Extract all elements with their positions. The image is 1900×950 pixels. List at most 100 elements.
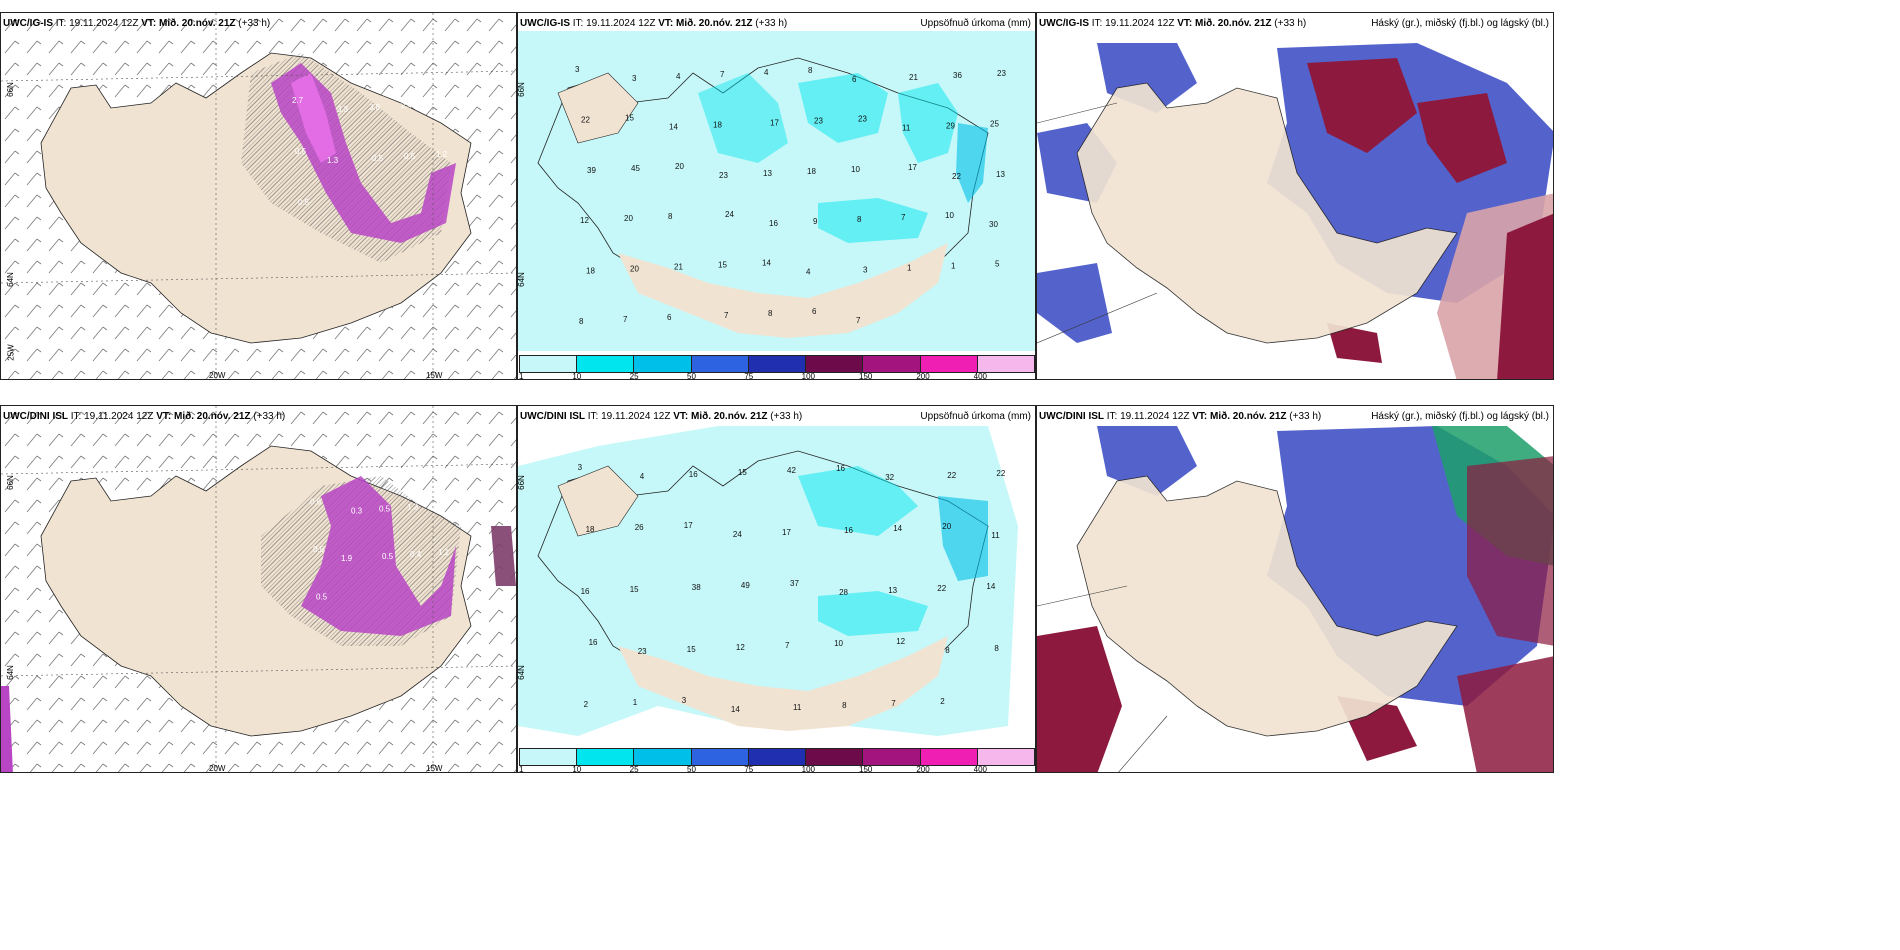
value-label: 2.7 (292, 96, 304, 105)
value-label: 17 (684, 521, 693, 530)
value-label: 22 (937, 584, 946, 593)
value-label: 16 (836, 464, 845, 473)
value-label: 3 (575, 65, 580, 74)
value-label: 8 (994, 644, 999, 653)
legend-tick-label: 50 (687, 765, 696, 773)
cloud-title: Háský (gr.), miðský (fj.bl.) og lágský (… (1371, 18, 1549, 29)
value-label: 0.5 (298, 198, 310, 207)
value-label: 13 (763, 169, 772, 178)
legend-tick-label: 1 (519, 765, 524, 773)
legend-tick-label: 25 (629, 372, 639, 380)
value-label: 17 (908, 163, 917, 172)
model-name: UWC/IG-IS (1039, 18, 1089, 29)
value-label: 13 (888, 586, 897, 595)
value-label: 7 (720, 70, 725, 79)
legend-swatch (920, 749, 978, 765)
vt-value: Mið. 20.nóv. 21Z (159, 18, 236, 29)
legend-tick-label: 400 (973, 372, 988, 380)
value-label: 8 (842, 701, 847, 710)
panel-header: UWC/DINI ISL IT: 19.11.2024 12Z VT: Mið.… (520, 411, 802, 422)
model-name: UWC/DINI ISL (1039, 411, 1104, 422)
value-label: 15 (738, 468, 747, 477)
model-name: UWC/IG-IS (520, 18, 570, 29)
value-label: 11 (991, 531, 1000, 540)
legend-tick-label: 400 (973, 765, 988, 773)
legend-tick-label: 50 (687, 372, 696, 380)
legend-tick-label: 1 (519, 372, 524, 380)
legend-swatch (520, 749, 578, 765)
value-label: 7 (785, 641, 790, 650)
legend-tick-label: 150 (859, 765, 873, 773)
value-label: 4 (640, 472, 645, 481)
vt-label: VT: (156, 411, 172, 422)
lon-20-label: 20W (209, 371, 226, 380)
value-label: 0.3 (351, 506, 363, 515)
value-label: 17 (770, 119, 779, 128)
value-label: 29 (946, 122, 955, 131)
legend-tick-label: 10 (572, 372, 582, 380)
value-label: 16 (769, 219, 778, 228)
lat-66-label: 66N (517, 82, 526, 97)
value-label: 0.5 (313, 545, 325, 554)
legend-swatch (748, 356, 807, 372)
lead-time: (+33 h) (1289, 411, 1322, 422)
value-label: 22 (996, 469, 1005, 478)
value-label: 14 (762, 259, 771, 268)
legend-swatch (577, 749, 635, 765)
value-label: 14 (986, 582, 995, 591)
value-label: 0.5 (433, 99, 445, 108)
value-label: 42 (787, 466, 796, 475)
it-value: 19.11.2024 12Z (1105, 18, 1175, 29)
it-label: IT: (1091, 18, 1103, 29)
legend-tick-label: 25 (629, 765, 639, 773)
value-label: 13 (996, 170, 1005, 179)
legend-swatch (520, 356, 578, 372)
value-label: 1.9 (341, 554, 353, 563)
value-label: 3 (863, 266, 868, 275)
value-label: 1.2 (436, 150, 448, 159)
vt-label: VT: (141, 18, 157, 29)
it-label: IT: (70, 411, 82, 422)
value-label: 4 (676, 72, 681, 81)
lon-20-label: 20W (209, 764, 226, 773)
value-label: 5 (995, 260, 1000, 269)
it-value: 19.11.2024 12Z (586, 18, 656, 29)
value-label: 3.8 (369, 103, 381, 112)
value-label: 7 (856, 316, 861, 325)
legend-swatch (977, 356, 1034, 372)
value-label: 0.5 (379, 504, 391, 513)
value-label: 32 (885, 473, 894, 482)
panel-header: UWC/DINI ISL IT: 19.11.2024 12Z VT: Mið.… (1039, 411, 1321, 422)
it-value: 19.11.2024 12Z (84, 411, 154, 422)
vt-label: VT: (658, 18, 674, 29)
legend-swatch (634, 749, 692, 765)
panel-header: UWC/IG-IS IT: 19.11.2024 12Z VT: Mið. 20… (520, 18, 787, 29)
cloud-map-svg (1037, 424, 1553, 772)
legend-swatch (634, 356, 692, 372)
legend-swatch (806, 749, 864, 765)
legend-swatch (748, 749, 807, 765)
value-label: 8 (668, 212, 673, 221)
legend-swatch (691, 749, 749, 765)
precip-legend (519, 748, 1035, 766)
value-label: 22 (947, 471, 956, 480)
value-label: 30 (989, 220, 998, 229)
value-label: 11 (793, 703, 802, 712)
lead-time: (+33 h) (238, 18, 271, 29)
snow-wind-map-svg: 0.6 0.3 0.5 1.3 1.4 0.5 1.9 0.5 0.4 1.1 0.5 (1, 406, 516, 772)
model-name: UWC/IG-IS (3, 18, 53, 29)
value-label: 7 (901, 213, 906, 222)
legend-tick-label: 75 (744, 765, 754, 773)
it-value: 19.11.2024 12Z (601, 411, 671, 422)
value-label: 8 (857, 215, 862, 224)
value-label: 3.3 (337, 105, 349, 114)
value-label: 23 (814, 117, 823, 126)
value-label: 2 (940, 697, 945, 706)
panel-header: UWC/DINI ISL IT: 19.11.2024 12Z VT: Mið.… (3, 411, 285, 422)
precip-legend-ticks: 1 10 25 50 75 100 150 200 400 (519, 765, 1035, 773)
value-label: 18 (713, 121, 722, 130)
value-label: 7 (724, 311, 729, 320)
value-label: 16 (589, 638, 598, 647)
value-label: 15 (718, 261, 727, 270)
value-label: 1.3 (407, 502, 419, 511)
